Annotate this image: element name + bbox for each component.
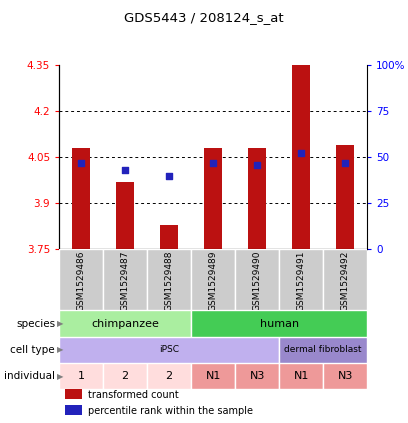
- Text: ▶: ▶: [57, 345, 64, 354]
- Bar: [72, 148, 90, 249]
- Point: [166, 172, 173, 179]
- Bar: [191, 249, 235, 310]
- Bar: [103, 249, 147, 310]
- Text: GSM1529486: GSM1529486: [77, 251, 86, 311]
- Bar: [204, 148, 222, 249]
- Bar: [59, 249, 103, 310]
- Text: cell type: cell type: [11, 345, 55, 355]
- Bar: [59, 337, 279, 363]
- Text: dermal fibroblast: dermal fibroblast: [284, 345, 362, 354]
- Bar: [65, 388, 82, 398]
- Text: GSM1529491: GSM1529491: [297, 251, 306, 311]
- Text: species: species: [16, 319, 55, 329]
- Bar: [191, 363, 235, 389]
- Text: 2: 2: [122, 371, 129, 381]
- Point: [122, 167, 129, 173]
- Text: iPSC: iPSC: [159, 345, 179, 354]
- Bar: [235, 249, 279, 310]
- Bar: [248, 148, 266, 249]
- Text: transformed count: transformed count: [89, 390, 179, 400]
- Text: N3: N3: [337, 371, 353, 381]
- Text: GSM1529487: GSM1529487: [121, 251, 130, 311]
- Text: human: human: [259, 319, 299, 329]
- Text: 1: 1: [78, 371, 85, 381]
- Bar: [191, 310, 367, 337]
- Text: individual: individual: [4, 371, 55, 381]
- Text: GSM1529492: GSM1529492: [341, 251, 350, 311]
- Text: chimpanzee: chimpanzee: [91, 319, 159, 329]
- Bar: [103, 363, 147, 389]
- Bar: [65, 405, 82, 415]
- Bar: [147, 249, 191, 310]
- Bar: [147, 363, 191, 389]
- Bar: [279, 249, 323, 310]
- Bar: [293, 65, 310, 249]
- Bar: [323, 249, 367, 310]
- Text: GSM1529490: GSM1529490: [253, 251, 262, 311]
- Point: [210, 159, 216, 166]
- Bar: [59, 310, 191, 337]
- Point: [254, 161, 260, 168]
- Text: N1: N1: [206, 371, 221, 381]
- Point: [342, 159, 348, 166]
- Bar: [279, 337, 367, 363]
- Bar: [59, 363, 103, 389]
- Text: 2: 2: [166, 371, 173, 381]
- Text: N1: N1: [293, 371, 309, 381]
- Text: N3: N3: [250, 371, 265, 381]
- Text: GSM1529488: GSM1529488: [165, 251, 174, 311]
- Bar: [336, 145, 354, 249]
- Text: percentile rank within the sample: percentile rank within the sample: [89, 406, 253, 416]
- Point: [298, 150, 304, 157]
- Bar: [235, 363, 279, 389]
- Bar: [323, 363, 367, 389]
- Bar: [160, 225, 178, 249]
- Text: GSM1529489: GSM1529489: [208, 251, 218, 311]
- Bar: [116, 181, 134, 249]
- Point: [78, 159, 84, 166]
- Text: ▶: ▶: [57, 319, 64, 328]
- Text: GDS5443 / 208124_s_at: GDS5443 / 208124_s_at: [124, 11, 284, 24]
- Bar: [279, 363, 323, 389]
- Text: ▶: ▶: [57, 371, 64, 381]
